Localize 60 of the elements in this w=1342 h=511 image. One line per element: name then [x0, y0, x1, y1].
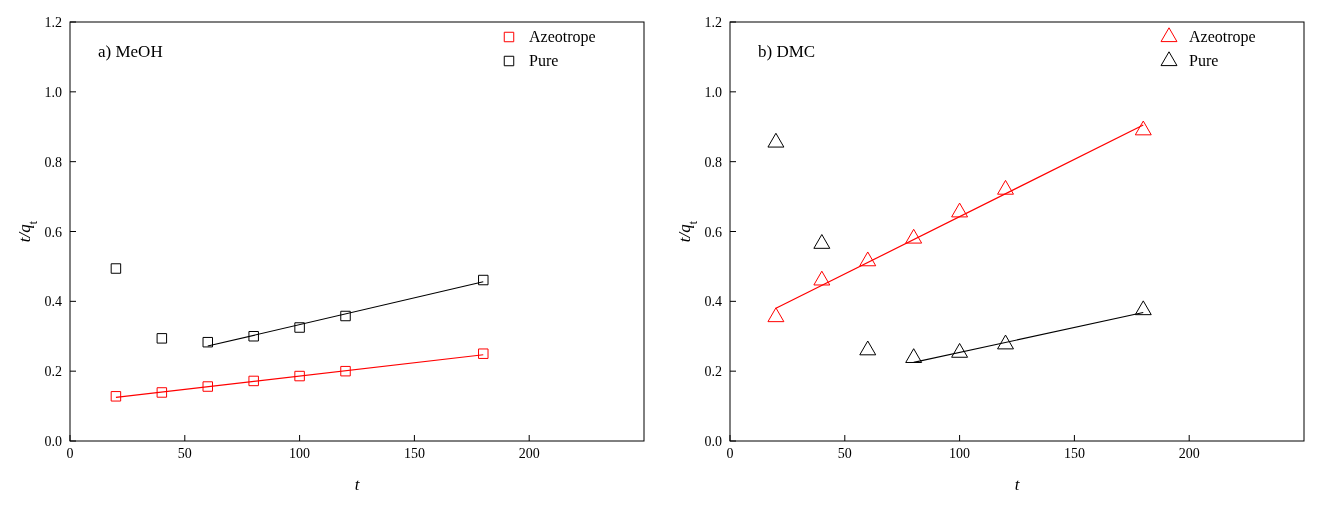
annotation: b) DMC [758, 42, 816, 61]
y-tick-label: 0.6 [44, 224, 62, 240]
y-tick-label: 0.0 [704, 434, 722, 449]
point [1134, 120, 1152, 136]
point [248, 375, 259, 387]
point [905, 348, 923, 363]
point [951, 202, 969, 218]
point [905, 228, 923, 244]
point [859, 340, 877, 356]
y-tick-label: 0.2 [44, 364, 62, 380]
annotation: a) MeOH [98, 42, 163, 61]
y-tick-label: 0.8 [704, 154, 722, 170]
point [340, 365, 351, 377]
point [767, 307, 785, 323]
x-tick-label: 150 [1063, 446, 1085, 461]
x-tick-label: 200 [1178, 446, 1200, 461]
x-tick-label: 50 [837, 446, 852, 461]
y-tick-label: 1.0 [704, 84, 722, 100]
point [1134, 300, 1152, 316]
point [997, 179, 1014, 195]
point [997, 334, 1014, 350]
point [478, 348, 489, 359]
point [156, 387, 168, 398]
x-axis-title: t [354, 475, 361, 494]
point [859, 251, 877, 267]
y-tick-label: 0.0 [44, 434, 62, 449]
y-tick-label: 0.6 [704, 224, 722, 240]
point [767, 132, 785, 148]
y-tick-label: 0.2 [704, 364, 722, 380]
x-tick-label: 50 [177, 446, 192, 461]
y-tick-label: 0.8 [44, 154, 62, 170]
x-axis-title: t [1014, 475, 1021, 494]
point [156, 333, 168, 344]
point [294, 322, 305, 333]
point [202, 336, 213, 348]
point [813, 234, 831, 249]
point [202, 381, 213, 392]
x-tick-label: 200 [518, 446, 540, 461]
point [248, 331, 259, 342]
y-tick-label: 1.2 [44, 15, 62, 30]
x-tick-label: 100 [289, 446, 311, 461]
point [294, 370, 305, 382]
legend-label: Azeotrope [1189, 28, 1256, 46]
legend-label: Azeotrope [529, 28, 596, 46]
legend-label: Pure [529, 52, 559, 69]
x-tick-label: 100 [949, 446, 971, 461]
y-tick-label: 1.2 [704, 15, 722, 30]
point [110, 391, 122, 402]
point [813, 270, 831, 286]
point [110, 263, 122, 274]
y-tick-label: 0.4 [44, 294, 62, 310]
point [951, 342, 969, 358]
y-tick-label: 0.4 [704, 294, 722, 310]
x-tick-label: 0 [726, 446, 734, 461]
point [340, 310, 351, 322]
x-tick-label: 150 [403, 446, 425, 461]
x-tick-label: 0 [66, 446, 74, 461]
y-tick-label: 1.0 [44, 84, 62, 100]
legend-label: Pure [1189, 52, 1219, 69]
point [478, 274, 489, 286]
